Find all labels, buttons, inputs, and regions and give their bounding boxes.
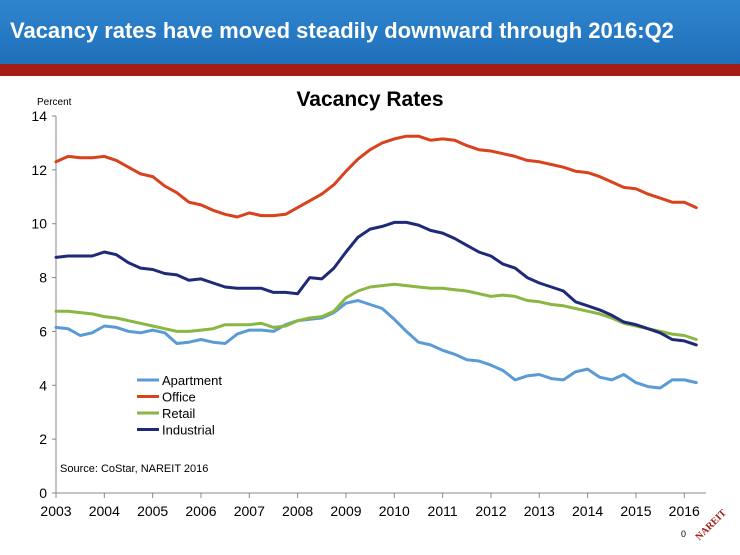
series-line-industrial bbox=[54, 220, 698, 347]
x-tick-label: 2003 bbox=[40, 503, 71, 519]
x-tick-label: 2015 bbox=[620, 503, 651, 519]
x-tick-label: 2013 bbox=[524, 503, 555, 519]
y-tick-label: 2 bbox=[39, 431, 47, 447]
legend-label-retail: Retail bbox=[162, 406, 195, 421]
legend-label-industrial: Industrial bbox=[162, 423, 215, 438]
legend-label-office: Office bbox=[162, 390, 196, 405]
x-tick-label: 2010 bbox=[379, 503, 410, 519]
x-tick-label: 2006 bbox=[185, 503, 216, 519]
source-note: Source: CoStar, NAREIT 2016 bbox=[60, 463, 208, 475]
header-rule bbox=[0, 64, 740, 76]
x-tick-label: 2008 bbox=[282, 503, 313, 519]
y-tick-label: 0 bbox=[39, 485, 47, 501]
y-tick-label: 10 bbox=[31, 216, 47, 232]
series-lines bbox=[54, 134, 698, 390]
x-tick-label: 2005 bbox=[137, 503, 168, 519]
x-tick-label: 2016 bbox=[669, 503, 700, 519]
x-tick-label: 2011 bbox=[428, 503, 458, 519]
x-tick-label: 2012 bbox=[475, 503, 506, 519]
legend-label-apartment: Apartment bbox=[162, 373, 222, 388]
x-tick-label: 2014 bbox=[572, 503, 603, 519]
y-tick-label: 6 bbox=[39, 323, 47, 339]
page-number: 0 bbox=[681, 529, 686, 539]
y-tick-label: 8 bbox=[39, 270, 47, 286]
y-tick-label: 12 bbox=[31, 162, 47, 178]
x-tick-label: 2004 bbox=[89, 503, 120, 519]
x-tick-label: 2007 bbox=[234, 503, 265, 519]
chart-title: Vacancy Rates bbox=[296, 88, 443, 111]
series-line-retail bbox=[54, 282, 698, 341]
x-axis: 2003 2004 2005 2006 2007 2008 2009 2010 2011 2012… bbox=[40, 492, 706, 519]
y-axis: 0 2 4 6 8 10 12 14 bbox=[31, 108, 57, 501]
slide-title: Vacancy rates have moved steadily downwa… bbox=[10, 18, 674, 43]
y-tick-label: 4 bbox=[39, 377, 47, 393]
y-tick-label: 14 bbox=[31, 108, 47, 124]
series-line-apartment bbox=[54, 299, 698, 390]
x-tick-label: 2009 bbox=[330, 503, 361, 519]
slide-header: Vacancy rates have moved steadily downwa… bbox=[0, 0, 740, 64]
y-axis-label: Percent bbox=[37, 97, 72, 108]
series-line-office bbox=[54, 134, 698, 219]
